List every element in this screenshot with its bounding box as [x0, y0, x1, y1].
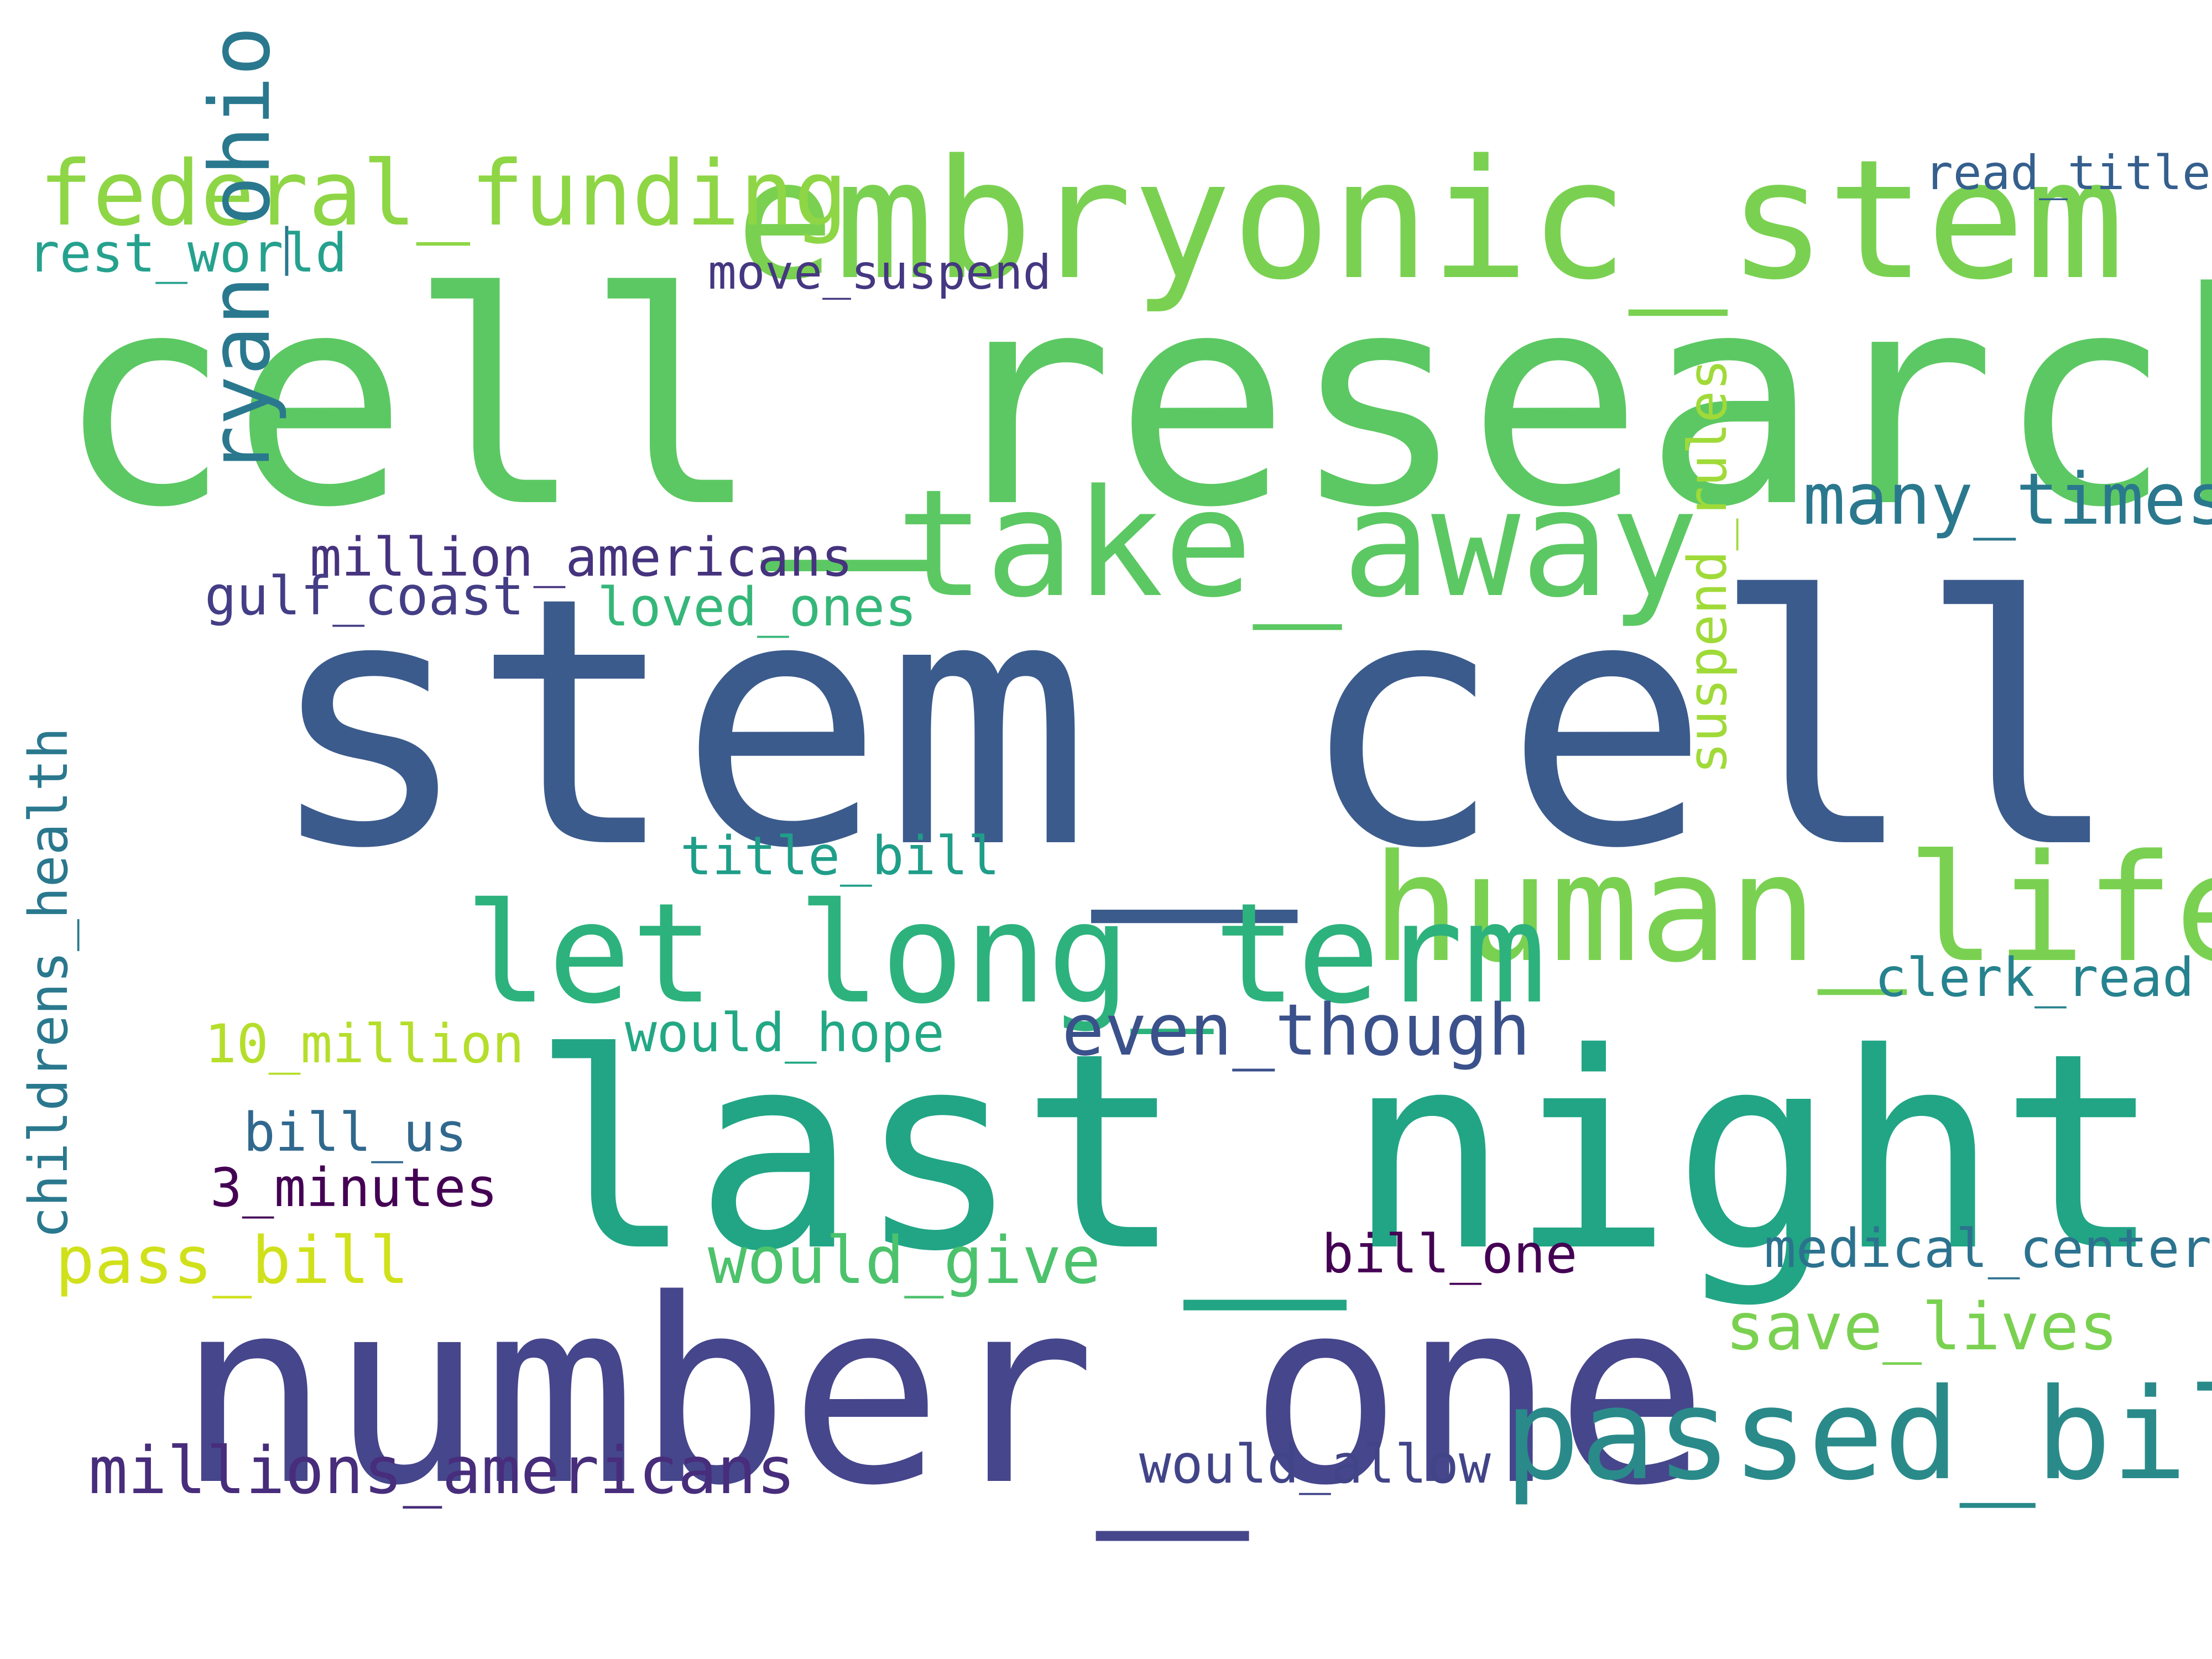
word-rest-world: rest_world	[28, 222, 347, 284]
word-take-away: take_away	[896, 458, 1699, 630]
word-millions-americans: millions_americans	[88, 1432, 796, 1509]
word-suspend-rules: suspend_rules	[1677, 358, 1739, 774]
word-move-suspend: move_suspend	[708, 245, 1052, 300]
word-stem-cell: stem_cell	[265, 525, 2124, 924]
word-number-one: number_one	[177, 1245, 1709, 1541]
word-gulf-coast: gulf_coast	[205, 565, 524, 627]
word-would-give: would_give	[708, 1222, 1101, 1298]
word-title-bill: title_bill	[680, 825, 1000, 887]
word-would-hope: would_hope	[625, 1002, 945, 1064]
word-read-title: read_title	[1924, 145, 2211, 201]
word-human-life: human_life	[1371, 823, 2212, 995]
word-loved-ones: loved_ones	[597, 576, 917, 638]
word-many-times: many_times	[1803, 458, 2212, 541]
word-pass-bill: pass_bill	[55, 1222, 409, 1298]
word-last-night: last_night	[531, 995, 2163, 1311]
word-medical-center: medical_center	[1764, 1218, 2212, 1280]
word-would-allow: would_allow	[1139, 1433, 1491, 1495]
word-million-americans: million_americans	[310, 526, 853, 588]
word-save-lives: save_lives	[1725, 1288, 2119, 1365]
word-let-long-term: let long_term	[465, 873, 1547, 1034]
word-10-million: 10_million	[205, 1013, 524, 1075]
word-bill-one: bill_one	[1322, 1223, 1578, 1285]
word-3-minutes: 3_minutes	[210, 1157, 498, 1219]
word-passed-bill: passed_bill	[1504, 1361, 2212, 1508]
word-childrens-health: childrens_health	[18, 727, 80, 1239]
word-clerk-read: clerk_read	[1875, 947, 2194, 1009]
word-bill-us: bill_us	[243, 1102, 467, 1164]
word-cell-research: cell_research	[55, 230, 2212, 571]
word-federal-funding: federal_funding	[39, 142, 848, 246]
word-embryonic-stem: embryonic_stem	[735, 124, 2125, 316]
word-even-though: even_though	[1062, 989, 1531, 1072]
